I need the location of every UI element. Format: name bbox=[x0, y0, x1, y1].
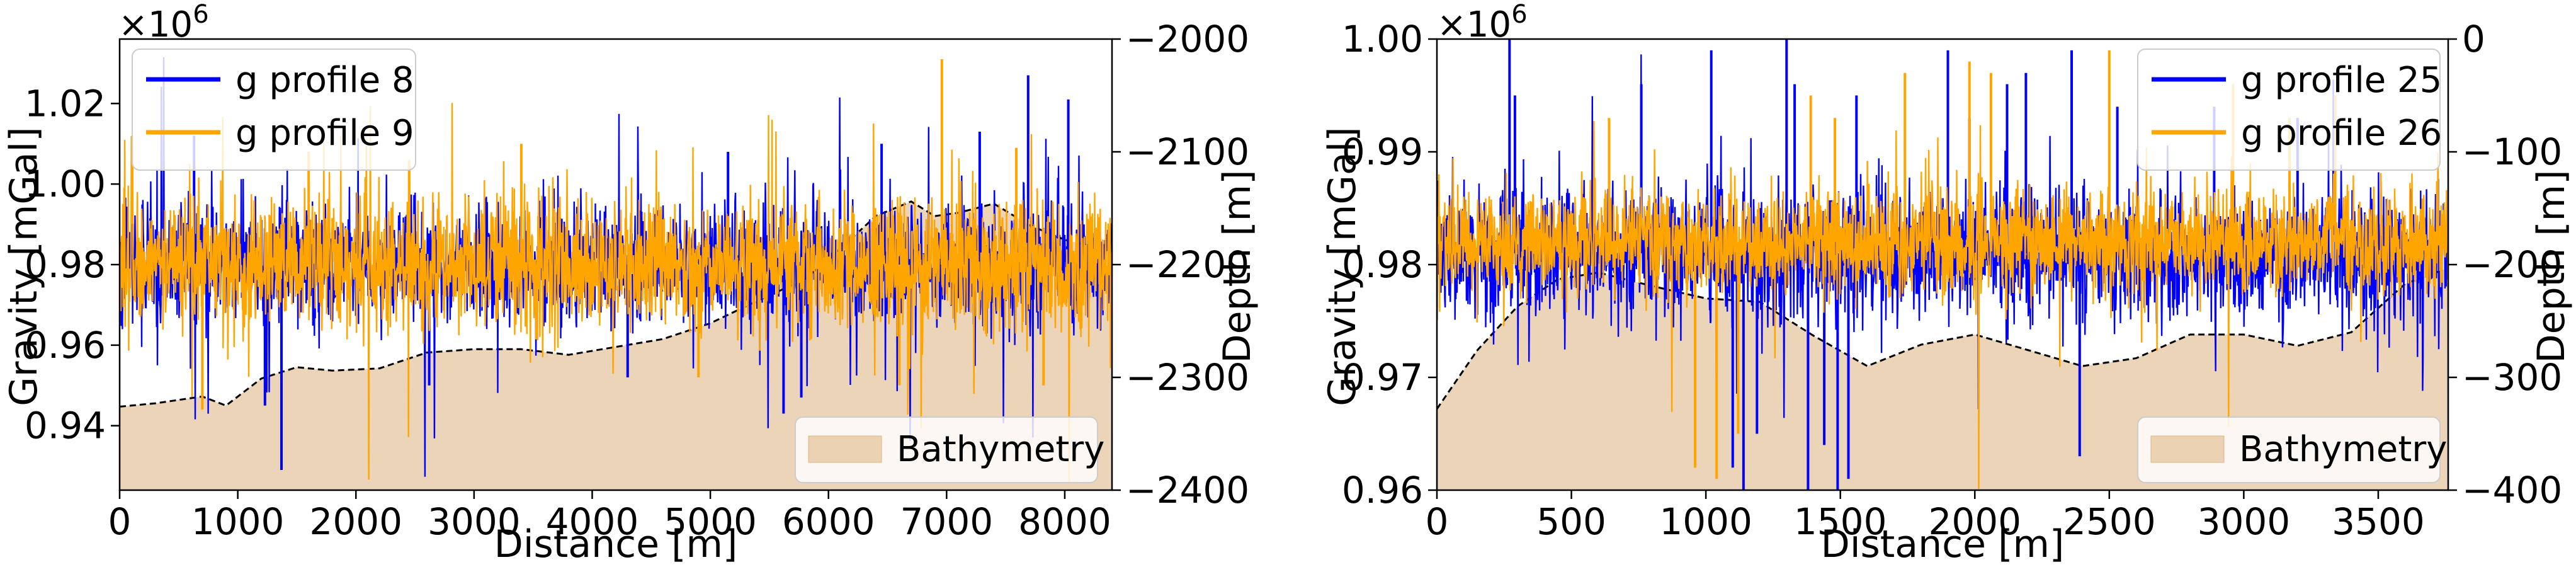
x-tick-label-right: 3000 bbox=[2198, 500, 2291, 543]
y2-tick-label-right: 0 bbox=[2462, 18, 2485, 60]
y-tick-label-right: 0.99 bbox=[1342, 130, 1423, 173]
legend-bathymetry-box-right bbox=[2137, 416, 2441, 483]
y-multiplier-left: ×106 bbox=[118, 0, 209, 45]
y-tick-label-right: 0.96 bbox=[1342, 469, 1423, 512]
y2-tick-label-left: −2100 bbox=[1126, 130, 1249, 173]
y-axis-label-right: Gravity [mGal] bbox=[1320, 127, 1365, 406]
y2-tick-label-right: −200 bbox=[2462, 243, 2562, 286]
x-tick-label-right: 3500 bbox=[2332, 500, 2425, 543]
x-tick-label-left: 2000 bbox=[309, 500, 402, 543]
y-tick-label-left: 1.00 bbox=[25, 163, 106, 205]
x-tick-label-left: 1000 bbox=[191, 500, 285, 543]
x-tick-label-left: 4000 bbox=[546, 500, 639, 543]
y-tick-label-left: 1.02 bbox=[25, 82, 106, 125]
legend-right: g profile 25 g profile 26 bbox=[2137, 49, 2442, 171]
x-tick-label-left: 5000 bbox=[664, 500, 757, 543]
x-tick-label-left: 8000 bbox=[1018, 500, 1111, 543]
multiplier-exp-left: 6 bbox=[193, 0, 208, 29]
x-tick-label-right: 1000 bbox=[1659, 500, 1752, 543]
axes-right: 0 500 1000 1500 2000 2500 3000 3500 0.96 0.97 0.98… bbox=[1342, 18, 2562, 543]
legend-label-series-1-right: g profile 25 bbox=[2241, 60, 2442, 101]
x-tick-label-left: 6000 bbox=[782, 500, 875, 543]
legend-label-series-1-left: g profile 8 bbox=[235, 60, 414, 101]
legend-bathymetry-swatch-right bbox=[2150, 435, 2225, 463]
bathymetry-line-left bbox=[120, 200, 1112, 408]
y-multiplier-right: ×106 bbox=[1437, 0, 1528, 45]
x-tick-label-left: 7000 bbox=[900, 500, 994, 543]
multiplier-base-left: ×10 bbox=[118, 4, 193, 45]
axes-left: 0 1000 2000 3000 4000 5000 6000 7000 8000 0.94 0.9… bbox=[25, 18, 1249, 543]
y-tick-label-left: 0.96 bbox=[25, 324, 106, 367]
y2-tick-label-right: −300 bbox=[2462, 356, 2562, 399]
y2-axis-label-left: Depth [m] bbox=[1215, 169, 1259, 363]
legend-bathymetry-box-left bbox=[795, 416, 1098, 483]
gravity-series-left bbox=[120, 57, 1112, 481]
chart-left: 0 1000 2000 3000 4000 5000 6000 7000 8000 0.94 0.9… bbox=[2, 0, 1259, 566]
y2-tick-label-left: −2000 bbox=[1126, 18, 1249, 60]
legend-bathymetry-left: Bathymetry bbox=[795, 416, 1104, 483]
y2-tick-label-right: −400 bbox=[2462, 469, 2562, 512]
multiplier-exp-right: 6 bbox=[1511, 0, 1527, 29]
x-tick-label-right: 2000 bbox=[1928, 500, 2021, 543]
y2-axis-label-right: Depth [m] bbox=[2529, 169, 2573, 363]
legend-bathymetry-label-left: Bathymetry bbox=[897, 429, 1104, 470]
legend-left: g profile 8 g profile 9 bbox=[132, 49, 416, 171]
y-tick-label-right: 0.98 bbox=[1342, 243, 1423, 286]
y-tick-label-right: 0.97 bbox=[1342, 356, 1423, 399]
x-tick-label-right: 1500 bbox=[1794, 500, 1887, 543]
y2-tick-label-right: −100 bbox=[2462, 130, 2562, 173]
chart-right: 0 500 1000 1500 2000 2500 3000 3500 0.96 0.97 0.98… bbox=[1320, 0, 2573, 566]
y2-tick-label-left: −2300 bbox=[1126, 356, 1249, 399]
y2-tick-label-left: −2200 bbox=[1126, 243, 1249, 286]
legend-bathymetry-label-right: Bathymetry bbox=[2239, 429, 2447, 470]
x-tick-label-right: 500 bbox=[1536, 500, 1606, 543]
legend-bathymetry-swatch-left bbox=[808, 435, 882, 463]
series-line-2-right bbox=[1437, 121, 2448, 490]
multiplier-base-right: ×10 bbox=[1437, 4, 1511, 45]
y-tick-label-left: 0.94 bbox=[25, 404, 106, 447]
y-axis-label-left: Gravity [mGal] bbox=[2, 127, 46, 406]
legend-label-series-2-right: g profile 26 bbox=[2241, 113, 2442, 154]
series-line-2-left bbox=[120, 103, 1112, 481]
y-tick-label-right: 1.00 bbox=[1342, 18, 1423, 60]
legend-label-series-2-left: g profile 9 bbox=[235, 113, 414, 154]
x-axis-label-right: Distance [m] bbox=[1821, 522, 2065, 566]
y-tick-label-left: 0.98 bbox=[25, 243, 106, 286]
x-tick-label-left: 3000 bbox=[428, 500, 521, 543]
x-axis-label-left: Distance [m] bbox=[494, 522, 738, 566]
x-tick-label-left: 0 bbox=[108, 500, 132, 543]
legend-bathymetry-right: Bathymetry bbox=[2137, 416, 2447, 483]
x-tick-label-right: 0 bbox=[1426, 500, 1449, 543]
y2-tick-label-left: −2400 bbox=[1126, 469, 1249, 512]
x-tick-label-right: 2500 bbox=[2063, 500, 2156, 543]
